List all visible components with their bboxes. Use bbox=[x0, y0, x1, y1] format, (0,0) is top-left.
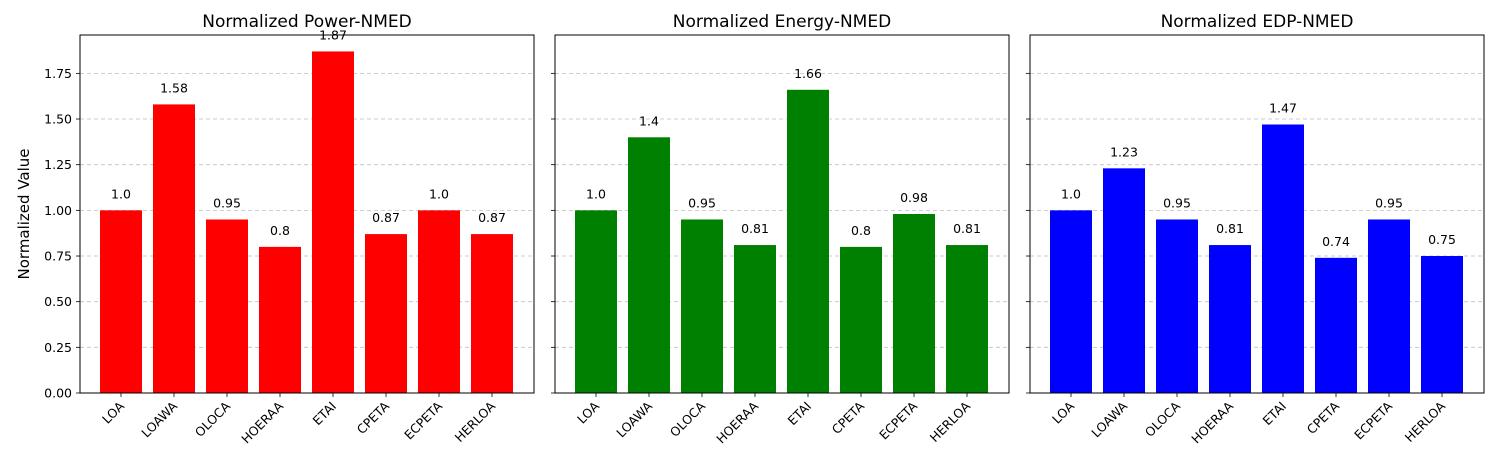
axes-frame bbox=[1029, 34, 1485, 394]
x-tick-label: OLOCA bbox=[667, 398, 709, 440]
value-label: 0.75 bbox=[1428, 232, 1456, 247]
x-tick-label: OLOCA bbox=[1142, 398, 1184, 440]
panel-title: Normalized Energy-NMED bbox=[673, 12, 891, 32]
x-tick-label: LOA bbox=[574, 398, 602, 426]
y-axis-label: Normalized Value bbox=[15, 148, 33, 279]
bar-loa bbox=[575, 210, 617, 393]
value-label: 1.4 bbox=[639, 113, 659, 128]
value-label: 0.81 bbox=[953, 221, 981, 236]
panel-power-nmed: 0.00 0.25 0.50 0.75 1.00 1.25 1.50 1.75 1.0 LOA 1.… bbox=[44, 12, 535, 446]
bar-loawa bbox=[628, 137, 670, 393]
panel-energy-nmed: 1.0 LOA 1.4 LOAWA 0.95 OLOCA 0.81 HOERAA 1.66 ETA… bbox=[551, 12, 1010, 446]
value-label: 0.8 bbox=[851, 223, 871, 238]
bar-etai bbox=[787, 89, 829, 393]
x-tick-label: HERLOA bbox=[927, 398, 974, 445]
bar-ecpeta bbox=[893, 214, 935, 393]
x-tick-label: CPETA bbox=[829, 398, 868, 437]
y-tick-label: 0.00 bbox=[44, 386, 72, 401]
bar-hoeraa bbox=[259, 246, 301, 393]
x-tick-label: LOA bbox=[99, 398, 127, 426]
y-tick-label: 1.50 bbox=[44, 112, 72, 127]
y-tick-label: 1.25 bbox=[44, 157, 72, 172]
value-label: 1.0 bbox=[586, 186, 606, 201]
y-tick-label: 0.75 bbox=[44, 249, 72, 264]
value-label: 1.58 bbox=[160, 80, 188, 95]
bar-herloa bbox=[946, 245, 988, 393]
value-label: 0.8 bbox=[270, 223, 290, 238]
bar-cpeta bbox=[840, 246, 882, 393]
value-label: 1.66 bbox=[794, 66, 822, 81]
x-tick-label: CPETA bbox=[354, 398, 393, 437]
bar-etai bbox=[312, 51, 354, 393]
axes-frame bbox=[79, 34, 535, 394]
value-label: 0.98 bbox=[900, 190, 928, 205]
x-tick-label: ETAI bbox=[1260, 399, 1290, 429]
value-label: 0.95 bbox=[1163, 195, 1191, 210]
value-label: 0.95 bbox=[213, 195, 241, 210]
x-tick-label: LOAWA bbox=[613, 398, 655, 440]
value-label: 1.0 bbox=[1061, 186, 1081, 201]
x-tick-label: ECPETA bbox=[1351, 398, 1395, 442]
value-label: 1.47 bbox=[1269, 101, 1297, 116]
panel-title: Normalized EDP-NMED bbox=[1161, 12, 1354, 32]
value-label: 0.81 bbox=[741, 221, 769, 236]
y-tick-label: 0.50 bbox=[44, 294, 72, 309]
bar-loa bbox=[100, 210, 142, 393]
value-label: 0.74 bbox=[1322, 234, 1350, 249]
panel-title: Normalized Power-NMED bbox=[202, 12, 411, 32]
x-tick-label: HOERAA bbox=[713, 398, 761, 446]
x-tick-label: ETAI bbox=[310, 399, 340, 429]
bar-oloca bbox=[1156, 219, 1198, 393]
value-label: 1.0 bbox=[429, 186, 449, 201]
bar-hoeraa bbox=[1209, 245, 1251, 393]
value-label: 0.87 bbox=[372, 210, 400, 225]
x-tick-label: ECPETA bbox=[401, 398, 445, 442]
bar-ecpeta bbox=[1368, 219, 1410, 393]
bar-herloa bbox=[1421, 256, 1463, 393]
x-tick-label: ETAI bbox=[785, 399, 815, 429]
x-tick-label: HOERAA bbox=[238, 398, 286, 446]
value-label: 0.95 bbox=[1375, 195, 1403, 210]
y-tick-label: 0.25 bbox=[44, 340, 72, 355]
bar-loawa bbox=[1103, 168, 1145, 393]
bar-herloa bbox=[471, 234, 513, 393]
bar-cpeta bbox=[1315, 257, 1357, 393]
value-label: 1.23 bbox=[1110, 144, 1138, 159]
bar-cpeta bbox=[365, 234, 407, 393]
x-tick-label: ECPETA bbox=[876, 398, 920, 442]
value-label: 0.81 bbox=[1216, 221, 1244, 236]
bar-loawa bbox=[153, 104, 195, 393]
x-tick-label: OLOCA bbox=[192, 398, 234, 440]
axes-frame bbox=[554, 34, 1010, 394]
bar-oloca bbox=[681, 219, 723, 393]
value-label: 1.0 bbox=[111, 186, 131, 201]
panel-edp-nmed: 1.0 LOA 1.23 LOAWA 0.95 OLOCA 0.81 HOERAA 1.47 ET… bbox=[1026, 12, 1485, 446]
x-tick-label: HERLOA bbox=[452, 398, 499, 445]
x-tick-label: HERLOA bbox=[1402, 398, 1449, 445]
x-tick-label: LOAWA bbox=[1088, 398, 1130, 440]
bar-ecpeta bbox=[418, 210, 460, 393]
value-label: 0.87 bbox=[478, 210, 506, 225]
bar-oloca bbox=[206, 219, 248, 393]
x-tick-label: LOAWA bbox=[138, 398, 180, 440]
x-tick-label: HOERAA bbox=[1188, 398, 1236, 446]
bar-etai bbox=[1262, 124, 1304, 393]
y-tick-label: 1.75 bbox=[44, 66, 72, 81]
bar-hoeraa bbox=[734, 245, 776, 393]
y-tick-label: 1.00 bbox=[44, 203, 72, 218]
x-tick-label: LOA bbox=[1049, 398, 1077, 426]
x-tick-label: CPETA bbox=[1304, 398, 1343, 437]
bar-loa bbox=[1050, 210, 1092, 393]
value-label: 0.95 bbox=[688, 195, 716, 210]
